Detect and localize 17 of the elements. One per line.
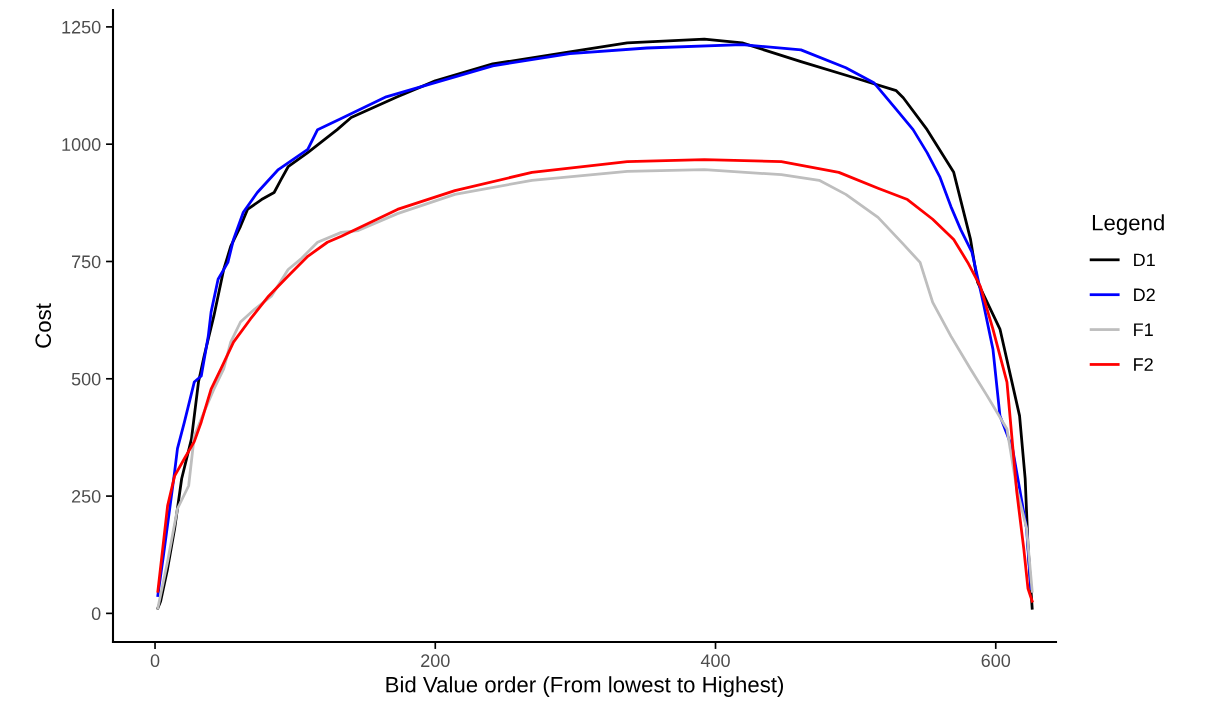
legend-label: D1	[1134, 253, 1155, 267]
x-tick-label: 200	[421, 654, 450, 668]
y-axis-title: Cost	[35, 303, 52, 348]
x-tick-label: 0	[150, 654, 160, 668]
y-tick-label: 1250	[62, 20, 101, 34]
legend-label: F1	[1134, 323, 1153, 336]
y-tick-label: 250	[71, 490, 101, 503]
x-tick-label: 400	[700, 654, 730, 668]
legend-title: Legend	[1092, 214, 1164, 235]
legend-label: F2	[1134, 358, 1153, 371]
legend-label: D2	[1134, 288, 1155, 302]
x-tick-label: 600	[981, 654, 1011, 668]
y-tick-label: 750	[72, 255, 101, 269]
y-tick-label: 0	[91, 607, 101, 621]
y-tick-label: 500	[71, 372, 101, 386]
x-axis-title: Bid Value order (From lowest to Highest)	[386, 676, 784, 697]
y-tick-label: 1000	[62, 138, 101, 151]
